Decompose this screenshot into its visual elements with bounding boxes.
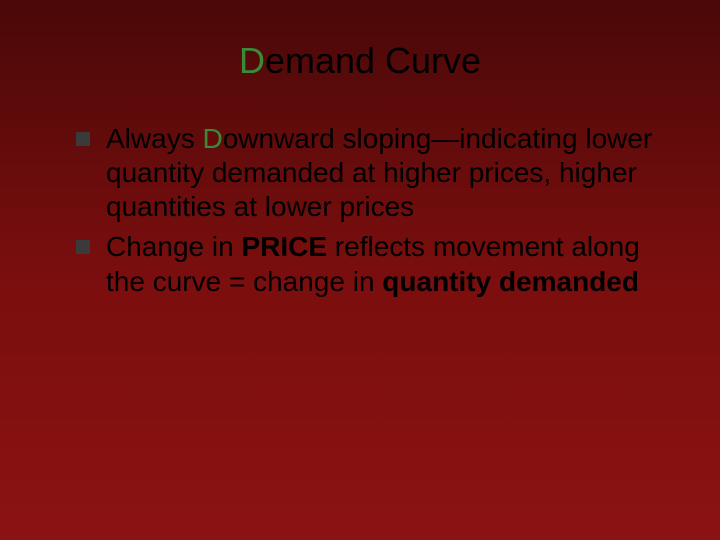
bullet-list: Always Downward sloping—indicating lower… xyxy=(60,122,660,299)
slide-title: Demand Curve xyxy=(60,40,660,82)
bullet-text: Always xyxy=(106,123,202,154)
bullet-text: D xyxy=(202,123,222,154)
list-item: Always Downward sloping—indicating lower… xyxy=(70,122,660,224)
slide-container: Demand Curve Always Downward sloping—ind… xyxy=(0,0,720,540)
list-item: Change in PRICE reflects movement along … xyxy=(70,230,660,298)
bullet-text: PRICE xyxy=(241,231,327,262)
title-first-letter: D xyxy=(239,40,265,81)
bullet-text: Change in xyxy=(106,231,241,262)
bullet-text: quantity demanded xyxy=(382,266,639,297)
title-rest: emand Curve xyxy=(265,40,481,81)
